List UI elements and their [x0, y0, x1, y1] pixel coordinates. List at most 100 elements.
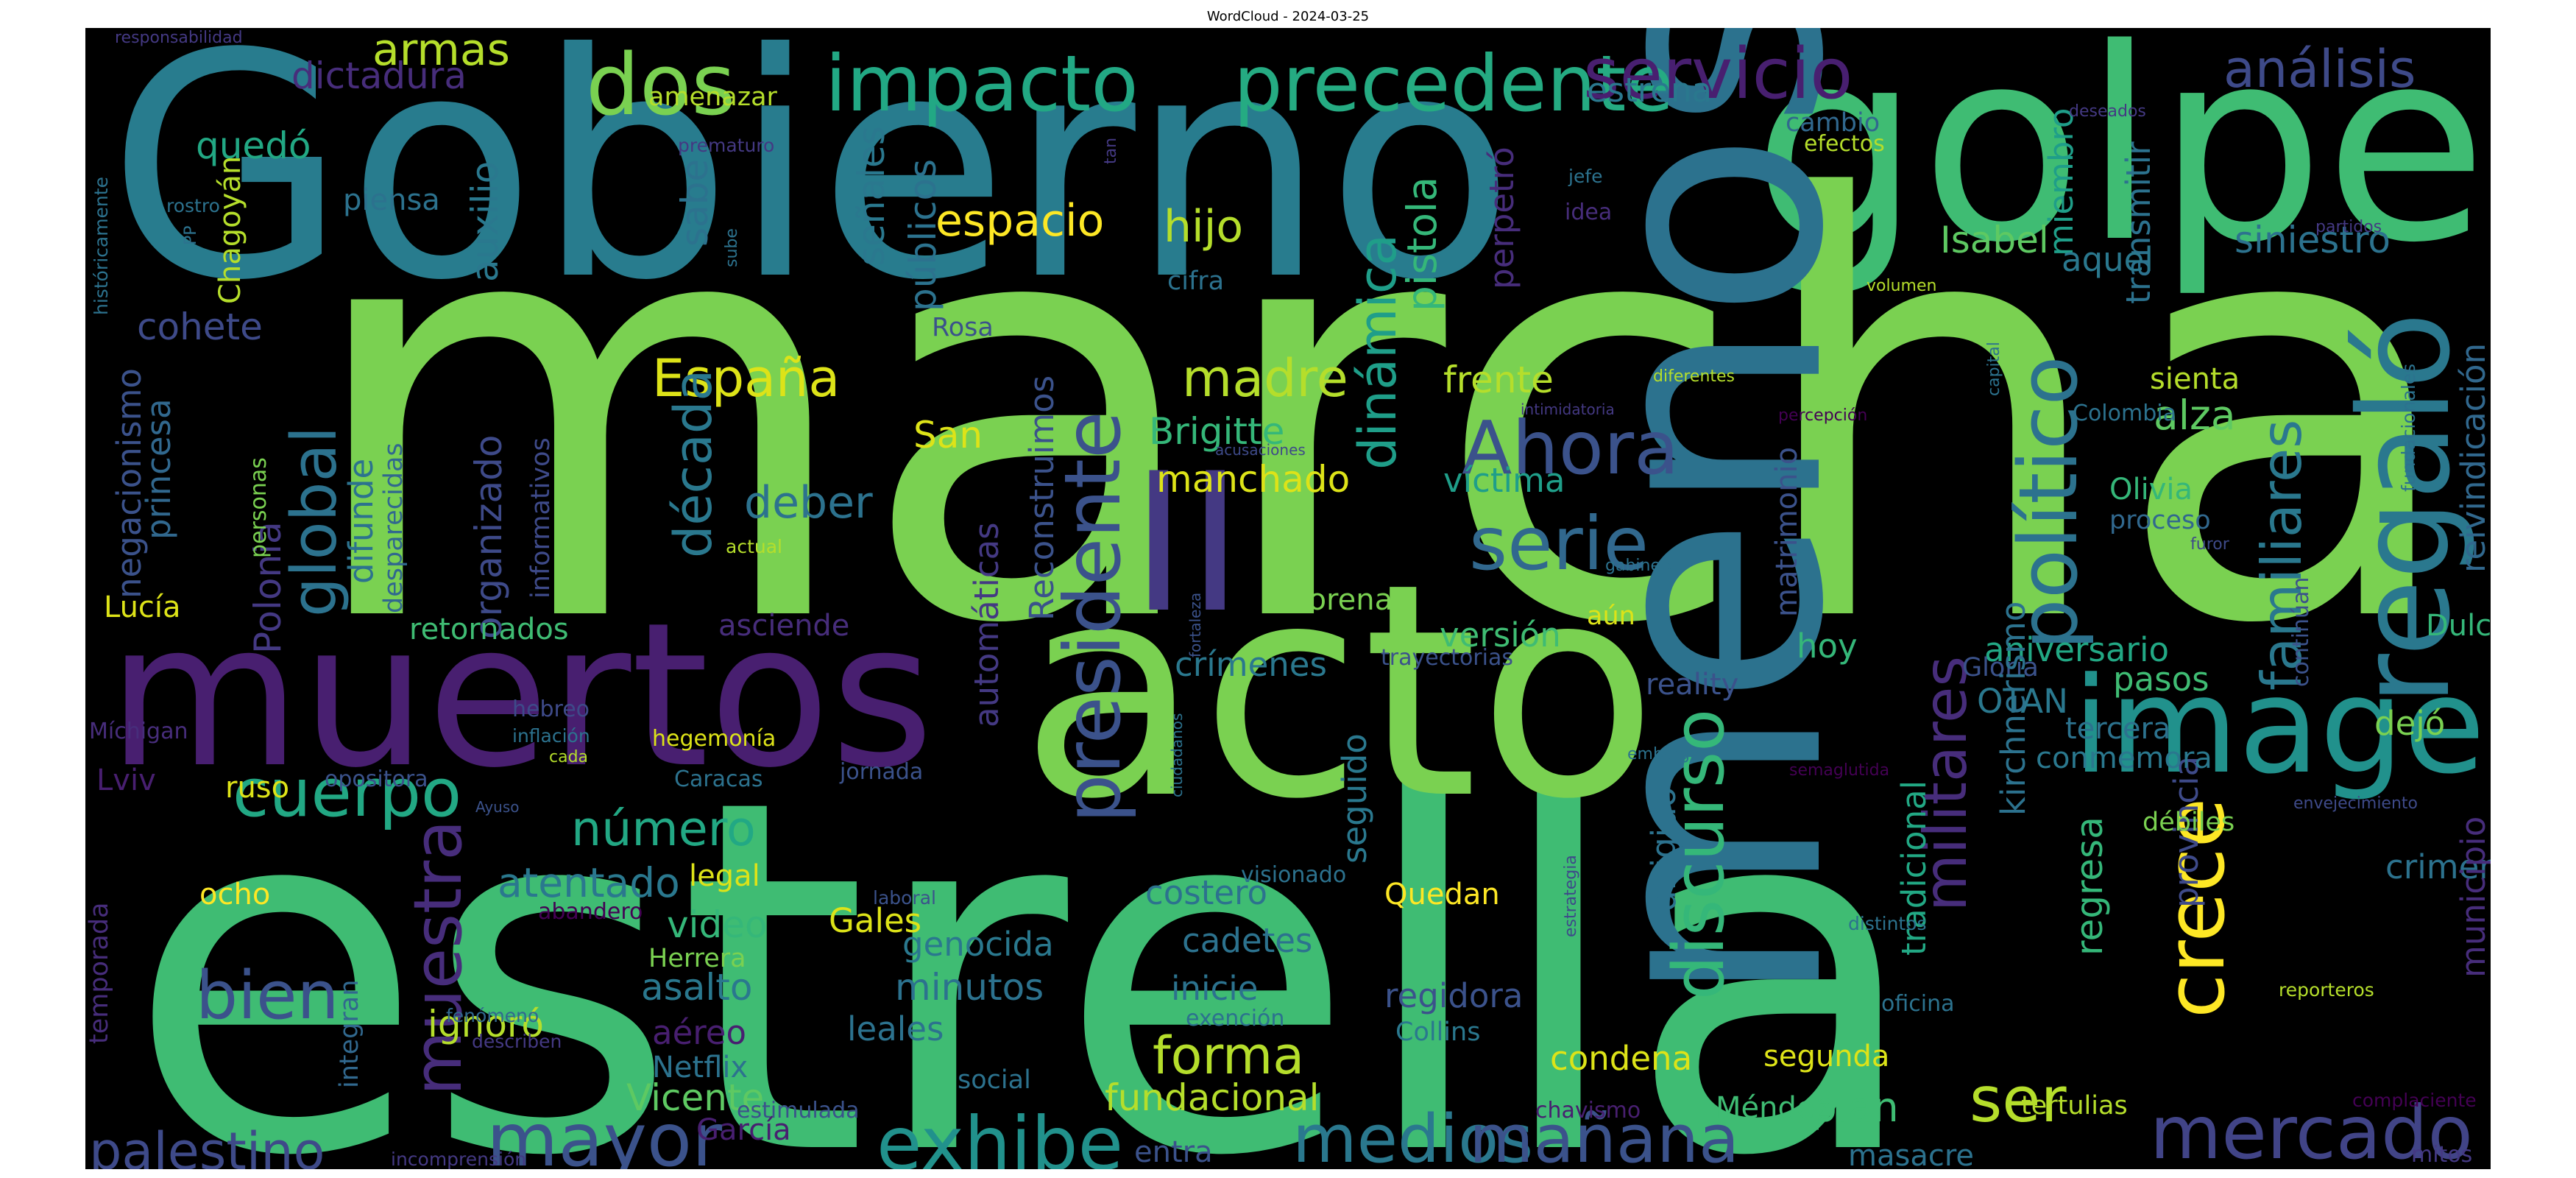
word-incomprensión: incomprensión — [391, 1149, 526, 1169]
word-pistola: pistola — [1398, 177, 1446, 311]
word-bien: bien — [196, 957, 339, 1034]
word-gloria: Gloria — [1962, 653, 2039, 683]
word-militares: militares — [1911, 656, 1980, 911]
word-fundacionales: fundacionales — [2398, 364, 2419, 492]
word-tertulias: tertulias — [2021, 1091, 2128, 1121]
word-servicio: servicio — [1583, 34, 1853, 115]
word-ignoró: ignoró — [428, 1003, 544, 1045]
word-fenómeno: fenómeno — [446, 1005, 539, 1026]
word-frente: frente — [1443, 359, 1554, 401]
word-inflación: inflación — [512, 725, 590, 747]
word-reality: reality — [1646, 668, 1738, 702]
word-deber: deber — [744, 477, 873, 529]
word-estrategia: estrategia — [1562, 855, 1580, 937]
word-estrena: estrena — [1587, 71, 1712, 110]
word-madre: madre — [1182, 348, 1348, 409]
word-versión: versión — [1440, 616, 1561, 655]
word-palestino: palestino — [89, 1121, 325, 1169]
word-distintos: distintos — [1848, 913, 1927, 934]
word-brigitte: Brigitte — [1149, 410, 1284, 453]
word-fortaleza: fortaleza — [1186, 593, 1204, 657]
word-fundacional: fundacional — [1105, 1076, 1320, 1119]
word-opositora: opositora — [325, 766, 428, 792]
word-medios: medios — [1292, 1101, 1533, 1169]
word-aquel: aquel — [2062, 240, 2154, 279]
word-número: número — [571, 802, 756, 857]
word-integran: integran — [335, 980, 364, 1088]
word-transmitir: transmitir — [2119, 141, 2158, 304]
word-seguido: seguido — [1335, 733, 1374, 864]
word-ciudadanos: ciudadanos — [1168, 713, 1186, 797]
word-muestra: muestra — [400, 820, 477, 1096]
word-aéreo: aéreo — [652, 1013, 746, 1052]
word-negacionismo: negacionismo — [110, 368, 149, 599]
word-responsabilidad: responsabilidad — [115, 29, 243, 47]
word-cohete: cohete — [137, 306, 263, 348]
word-furor: furor — [2190, 535, 2230, 554]
word-retornados: retornados — [409, 613, 569, 646]
word-alza: alza — [2154, 392, 2236, 439]
word-mitos: mitos — [2411, 1142, 2472, 1168]
word-percepción: percepción — [1778, 406, 1867, 425]
word-españa: España — [652, 348, 840, 409]
chart-title: WordCloud - 2024-03-25 — [1206, 9, 1370, 24]
word-hoy: hoy — [1797, 627, 1858, 666]
word-personas: personas — [246, 457, 272, 558]
word-vicente: Vicente — [626, 1076, 764, 1119]
word-segunda: segunda — [1763, 1040, 1889, 1073]
word-leales: leales — [847, 1009, 944, 1048]
word-masacre: masacre — [1848, 1139, 1974, 1169]
word-dirigido: dirigido — [1644, 787, 1683, 911]
word-continúan: continúan — [2288, 577, 2314, 687]
word-reconstruimos: Reconstruimos — [1022, 375, 1061, 621]
word-dictadura: dictadura — [291, 54, 467, 97]
word-crimen: crimen — [2385, 847, 2491, 886]
word-actual: actual — [726, 536, 782, 557]
word-conmemora: conmemora — [2036, 741, 2212, 775]
word-ser: ser — [1970, 1064, 2067, 1137]
word-acusaciones: acusaciones — [1215, 441, 1306, 459]
word-discurso: discurso — [1659, 709, 1740, 1000]
word-ruso: ruso — [225, 771, 289, 805]
word-asciende: asciende — [718, 609, 849, 643]
word-regaló: regaló — [2332, 312, 2478, 705]
word-político: político — [2001, 356, 2095, 650]
word-precedente: precedente — [1234, 39, 1674, 129]
word-históricamente: históricamente — [91, 177, 112, 315]
word-méndez: Méndez — [1716, 1091, 1830, 1125]
word-lorena: Lorena — [1292, 583, 1393, 617]
word-hijo: hijo — [1164, 201, 1243, 253]
word-aniversario: aniversario — [1984, 630, 2169, 669]
word-desparecidas: desparecidas — [379, 442, 408, 613]
word-global: global — [278, 426, 351, 617]
word-tan: tan — [1102, 138, 1120, 164]
word-débiles: débiles — [2142, 808, 2234, 837]
word-dinámica: dinámica — [1348, 234, 1408, 470]
word-década: década — [663, 370, 723, 558]
word-armas: armas — [372, 28, 510, 76]
word-kirchnerismo: kirchnerismo — [1994, 602, 2033, 816]
word-crímenes: crímenes — [1175, 645, 1327, 684]
word-polonia: Polonia — [247, 521, 289, 654]
word-cambio: cambio — [1786, 108, 1880, 138]
word-condena: condena — [1550, 1039, 1692, 1078]
word-municipio: municipio — [2454, 817, 2491, 978]
word-sabe: sabe — [673, 159, 716, 247]
word-complaciente: complaciente — [2352, 1090, 2477, 1111]
word-efectos: efectos — [1804, 131, 1885, 157]
word-quedan: Quedan — [1384, 878, 1500, 911]
cloud-background — [85, 28, 2491, 1169]
word-gales: Gales — [829, 901, 921, 940]
word-costero: costero — [1145, 873, 1267, 912]
word-siniestro: siniestro — [2234, 219, 2391, 261]
word-reporteros: reporteros — [2279, 979, 2374, 1001]
word-acto: acto — [1020, 521, 1658, 864]
word-deseados: deseados — [2069, 102, 2146, 121]
word-forma: forma — [1153, 1026, 1304, 1086]
word-reivindicación: reivindicación — [2454, 343, 2491, 573]
word-presidente: presidente — [1048, 411, 1138, 823]
word-aún: aún — [1587, 602, 1635, 631]
word-jornada: jornada — [839, 759, 923, 785]
word-regresa: regresa — [2068, 817, 2111, 956]
